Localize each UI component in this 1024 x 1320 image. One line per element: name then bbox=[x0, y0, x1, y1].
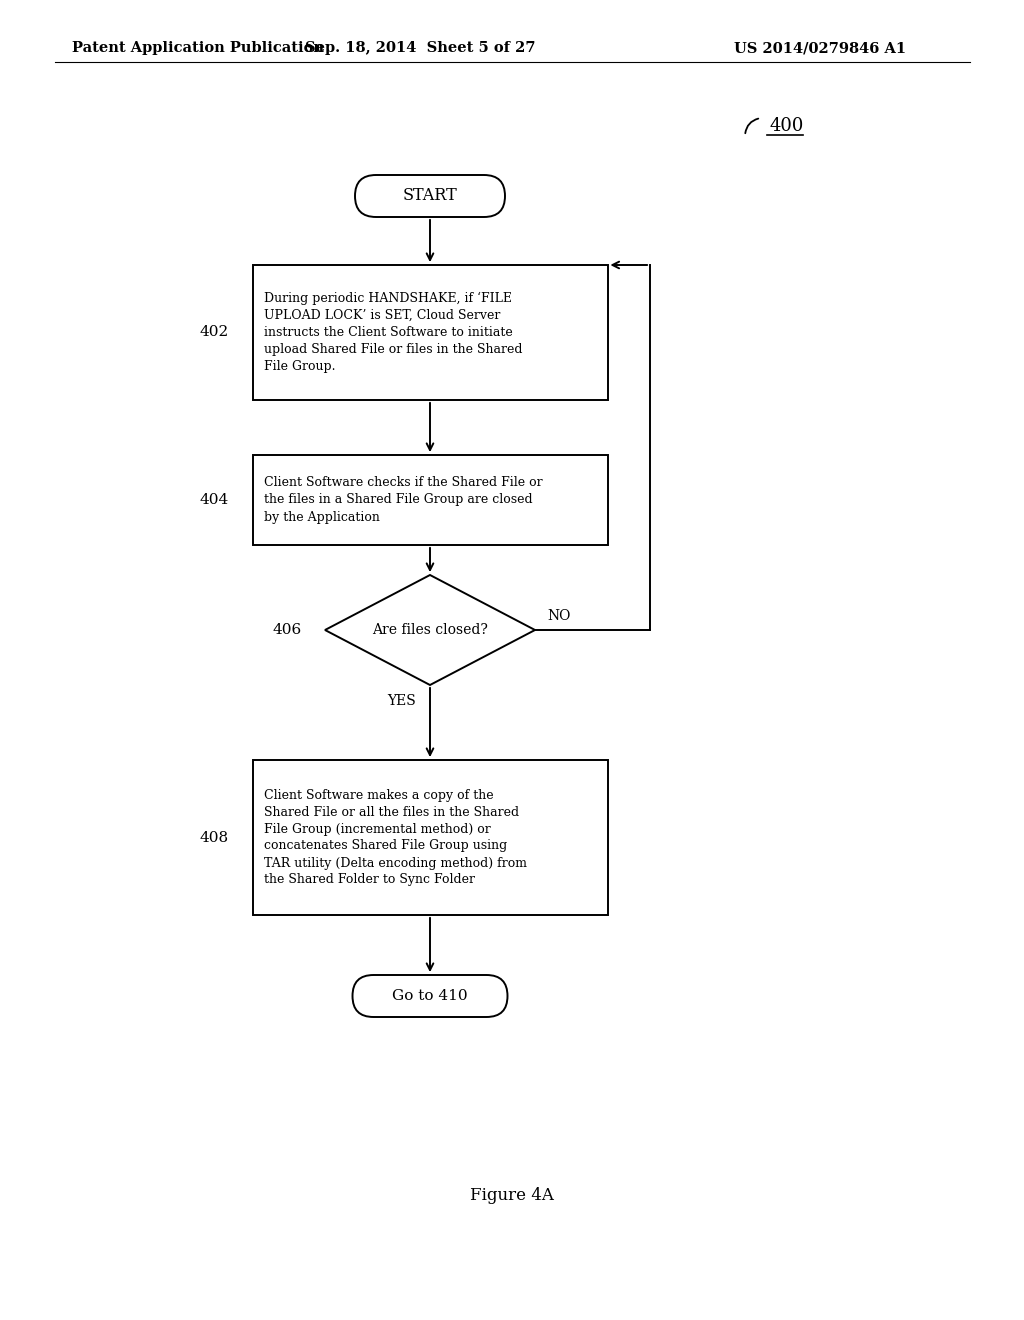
Text: Figure 4A: Figure 4A bbox=[470, 1187, 554, 1204]
Text: Client Software makes a copy of the
Shared File or all the files in the Shared
F: Client Software makes a copy of the Shar… bbox=[264, 788, 527, 887]
Text: Sep. 18, 2014  Sheet 5 of 27: Sep. 18, 2014 Sheet 5 of 27 bbox=[305, 41, 536, 55]
Text: NO: NO bbox=[547, 609, 570, 623]
Text: YES: YES bbox=[388, 694, 417, 708]
Text: 404: 404 bbox=[200, 492, 229, 507]
Text: 408: 408 bbox=[200, 830, 229, 845]
Text: Client Software checks if the Shared File or
the files in a Shared File Group ar: Client Software checks if the Shared Fil… bbox=[264, 477, 543, 524]
Text: Patent Application Publication: Patent Application Publication bbox=[72, 41, 324, 55]
Text: 406: 406 bbox=[272, 623, 302, 638]
Text: Go to 410: Go to 410 bbox=[392, 989, 468, 1003]
Bar bbox=[253, 760, 607, 915]
Text: START: START bbox=[402, 187, 458, 205]
FancyBboxPatch shape bbox=[352, 975, 508, 1016]
Text: Are files closed?: Are files closed? bbox=[372, 623, 488, 638]
Bar bbox=[253, 265, 607, 400]
Text: 400: 400 bbox=[769, 117, 804, 135]
Bar bbox=[253, 455, 607, 545]
Text: 402: 402 bbox=[200, 326, 229, 339]
Polygon shape bbox=[325, 576, 535, 685]
Text: US 2014/0279846 A1: US 2014/0279846 A1 bbox=[734, 41, 906, 55]
FancyBboxPatch shape bbox=[355, 176, 505, 216]
Text: During periodic HANDSHAKE, if ‘FILE
UPLOAD LOCK’ is SET, Cloud Server
instructs : During periodic HANDSHAKE, if ‘FILE UPLO… bbox=[264, 292, 523, 374]
